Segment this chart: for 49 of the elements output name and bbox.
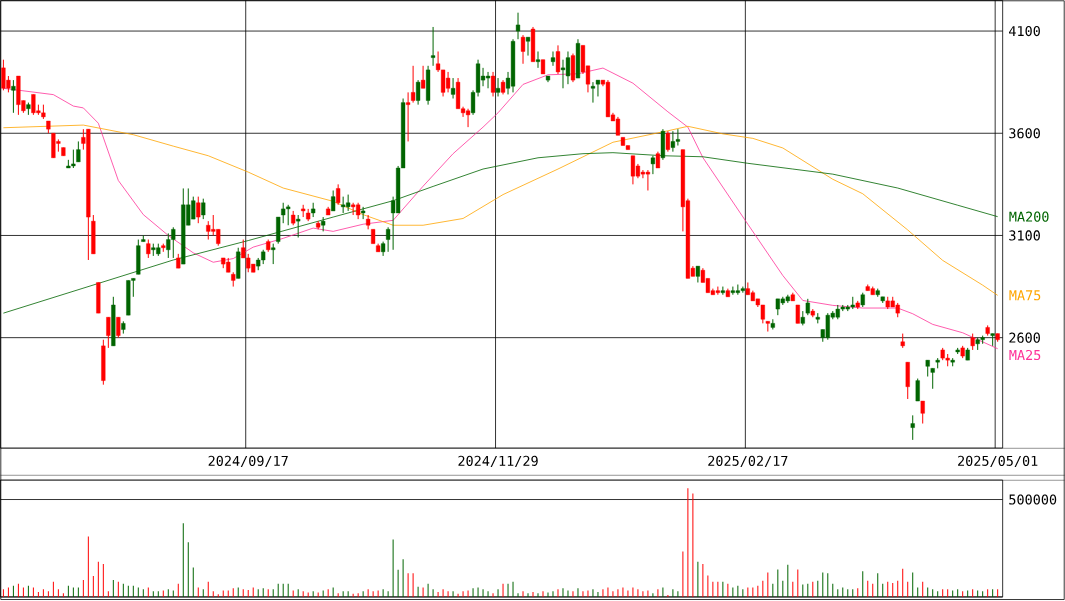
candlestick: [420, 65, 426, 89]
series-label: MA200: [1009, 211, 1049, 222]
candlestick: [555, 44, 561, 75]
candlestick: [910, 414, 915, 441]
line-series: [3, 124, 999, 296]
candlestick: [495, 77, 501, 97]
series-label: MA75: [1009, 290, 1041, 301]
candlestick: [590, 81, 596, 103]
y-tick-label: 2600: [1009, 332, 1040, 343]
candlestick: [361, 206, 366, 220]
candlestick: [630, 155, 636, 185]
y-tick-label: 4100: [1009, 25, 1040, 36]
y-tick-label: 500000: [1009, 494, 1057, 505]
candlestick: [146, 238, 151, 259]
candlestick: [795, 304, 800, 324]
y-tick-label: 3600: [1009, 127, 1040, 139]
candlestick: [465, 108, 471, 128]
candlestick: [930, 367, 935, 390]
candlestick: [271, 242, 276, 265]
candlestick: [560, 58, 566, 89]
y-tick-label: 3100: [1009, 230, 1040, 241]
candlestick: [106, 316, 111, 349]
candlestick: [116, 316, 121, 338]
candlestick: [665, 130, 671, 152]
candlestick: [490, 71, 496, 97]
x-tick-label: 2025/05/01: [958, 455, 1038, 467]
candlestick: [920, 400, 925, 424]
candlestick: [550, 50, 556, 67]
candlestick: [416, 79, 421, 105]
candlestick: [196, 195, 201, 224]
candlestick: [720, 285, 725, 296]
candlestick: [535, 50, 541, 69]
candlestick: [515, 11, 521, 40]
x-tick-label: 2025/02/17: [708, 455, 788, 467]
candlestick: [11, 79, 16, 114]
candlestick: [915, 377, 920, 402]
series-label: MA25: [1009, 349, 1041, 360]
candlestick: [296, 214, 301, 238]
candlestick: [336, 183, 341, 206]
x-tick-label: 2024/09/17: [208, 455, 288, 467]
candlestick: [650, 155, 656, 175]
candlestick: [331, 189, 336, 212]
candlestick: [201, 197, 206, 220]
candlestick: [520, 34, 526, 65]
candlestick: [430, 26, 436, 67]
x-tick-label: 2024/11/29: [458, 455, 538, 467]
candlestick: [445, 71, 451, 93]
candlestick: [76, 140, 81, 163]
candlestick: [450, 77, 456, 99]
